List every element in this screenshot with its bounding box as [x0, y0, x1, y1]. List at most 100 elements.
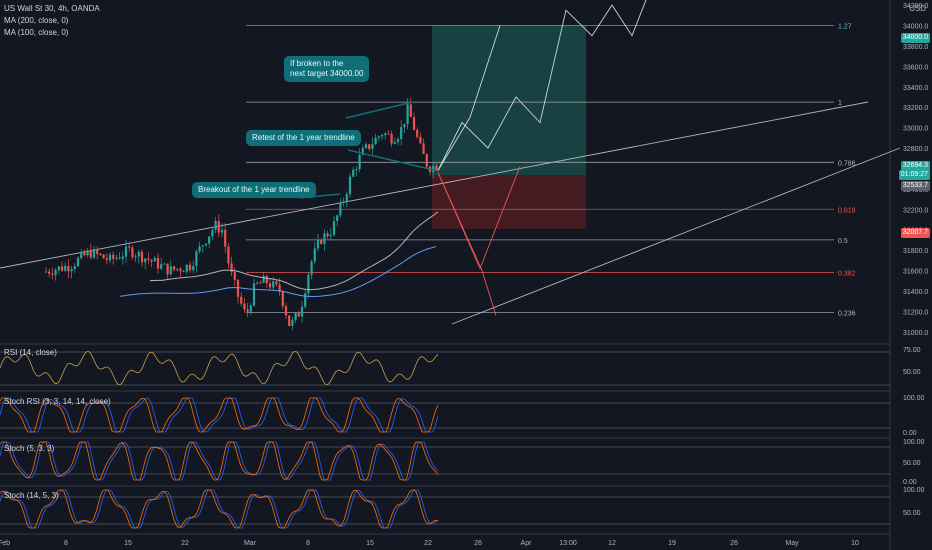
candle-body	[236, 279, 240, 297]
candle-body	[281, 291, 284, 307]
candle-body	[345, 194, 348, 202]
candle-body	[166, 263, 169, 275]
candle-body	[214, 220, 217, 231]
time-tick: 12	[608, 540, 616, 547]
candle-body	[275, 281, 278, 285]
indicator-tick: 0.00	[903, 479, 917, 486]
indicator-tick: 100.00	[903, 439, 925, 446]
candle-body	[224, 229, 227, 247]
candle-body	[217, 220, 220, 233]
ma200-line	[149, 211, 439, 291]
ma200-legend[interactable]: MA (200, close, 0)	[4, 16, 69, 25]
candle-body	[323, 233, 326, 244]
indicator-tick: 50.00	[903, 369, 921, 376]
candle-body	[172, 266, 176, 270]
candle-body	[425, 154, 428, 167]
trendlines	[0, 101, 901, 325]
candle-body	[220, 229, 224, 233]
main-grid	[0, 0, 891, 550]
retest-callout: Retest of the 1 year trendline	[246, 130, 361, 146]
candle-body	[262, 275, 265, 283]
price-tick: 31400.0	[903, 289, 928, 296]
projection-down-arrow	[437, 172, 497, 316]
candle-body	[163, 263, 166, 265]
price-tick: 32800.0	[903, 146, 928, 153]
time-tick: 8	[306, 540, 310, 547]
candle-body	[278, 284, 281, 292]
candle-body	[352, 169, 355, 177]
candle-body	[435, 166, 438, 171]
candle-body	[137, 251, 140, 257]
projection-paths	[299, 0, 647, 316]
price-tick: 33400.0	[903, 85, 928, 92]
candle-body	[313, 248, 316, 262]
candle-body	[412, 116, 416, 130]
stoch-legend[interactable]: Stoch (5, 3, 3)	[4, 444, 55, 453]
time-tick: Apr	[521, 540, 533, 547]
candle-body	[316, 239, 320, 249]
time-tick: 8	[64, 540, 68, 547]
rsi-legend[interactable]: RSI (14, close)	[4, 348, 57, 357]
candle-body	[57, 266, 60, 271]
stoch2-legend[interactable]: Stoch (14, 5, 3)	[4, 491, 59, 500]
candle-body	[243, 303, 246, 310]
candle-body	[67, 265, 70, 272]
candle-body	[361, 147, 364, 155]
time-tick: Feb	[0, 540, 10, 547]
candle-body	[259, 282, 262, 284]
indicator-panes	[0, 350, 890, 529]
candle-body	[380, 135, 384, 137]
price-tick: 31800.0	[903, 248, 928, 255]
price-tick: 31200.0	[903, 309, 928, 316]
time-tick: 15	[366, 540, 374, 547]
candle-body	[230, 263, 233, 273]
candle-body	[201, 245, 204, 247]
time-tick: 22	[424, 540, 432, 547]
candle-body	[272, 281, 275, 288]
candle-body	[128, 246, 131, 248]
candle-body	[192, 266, 195, 271]
candle-body	[124, 246, 128, 257]
target-price-tag: 34000.0	[900, 33, 930, 43]
time-tick: 26	[474, 540, 482, 547]
ma100-line	[119, 246, 437, 298]
candle-body	[70, 269, 73, 272]
candle-body	[112, 254, 115, 259]
candle-body	[60, 266, 64, 271]
candle-body	[99, 253, 102, 255]
candle-body	[227, 246, 230, 264]
candle-body	[83, 252, 86, 256]
candle-body	[371, 144, 374, 149]
candle-body	[198, 246, 201, 252]
candle-body	[249, 305, 252, 312]
currency-label: USD	[909, 4, 926, 13]
candle-body	[432, 166, 435, 172]
candle-body	[320, 239, 323, 244]
indicator-tick: 50.00	[903, 460, 921, 467]
candle-body	[368, 144, 371, 149]
lower-trendline	[451, 147, 901, 325]
candle-body	[355, 168, 358, 170]
candle-body	[204, 243, 208, 246]
time-axis: Feb 8 15 22 Mar 8 15 22 26 Apr 13:00 12 19 26 May 10	[0, 540, 859, 547]
candle-body	[297, 313, 300, 317]
candle-body	[208, 236, 211, 244]
position-zones	[432, 25, 586, 229]
candle-body	[233, 272, 236, 280]
ma100-legend[interactable]: MA (100, close, 0)	[4, 28, 69, 37]
candle-body	[176, 268, 179, 270]
loss-zone	[432, 175, 586, 229]
indicator-tick: 50.00	[903, 510, 921, 517]
target-callout: If broken to the next target 34000.00	[284, 56, 370, 82]
candle-body	[307, 274, 310, 294]
candle-body	[86, 250, 89, 256]
price-tick: 33200.0	[903, 105, 928, 112]
current-price-tag: 32694.3	[900, 161, 930, 171]
stoch-rsi-legend[interactable]: Stoch RSI (3, 3, 14, 14, close)	[4, 397, 111, 406]
candle-body	[76, 258, 80, 267]
candle-body	[387, 133, 390, 135]
time-tick: May	[785, 540, 799, 547]
fib-label: 0.618	[838, 207, 856, 214]
stop-price-tag: 32007.7	[900, 228, 930, 238]
